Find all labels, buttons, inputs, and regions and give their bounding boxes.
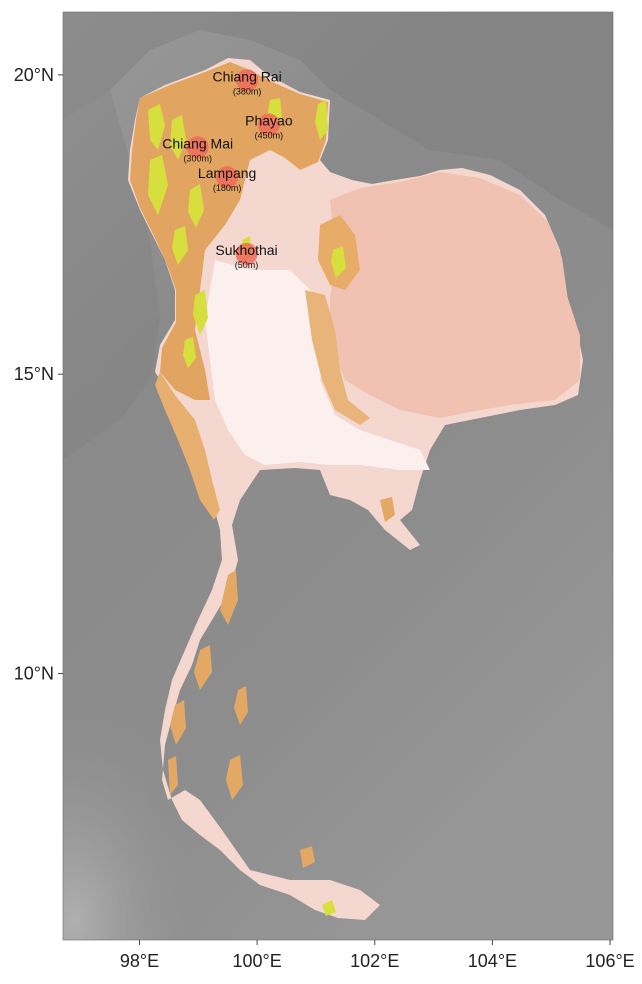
western-ranges: [155, 372, 220, 520]
y-tick-label: 15°N: [14, 364, 54, 384]
y-tick-label: 20°N: [14, 65, 54, 85]
plot-frame: [62, 11, 614, 941]
x-tick-label: 102°E: [350, 951, 399, 971]
x-tick-label: 100°E: [232, 951, 281, 971]
x-tick-label: 106°E: [585, 951, 634, 971]
city-elevation-label: (50m): [235, 260, 259, 270]
city-name-label: Lampang: [198, 165, 256, 181]
longitude-ticks: 98°E 100°E 102°E 104°E 106°E: [120, 940, 635, 971]
city-marker-dot: [235, 242, 258, 265]
city-marker-dot: [186, 136, 209, 159]
city-name-label: Chiang Mai: [162, 135, 233, 151]
x-tick-label: 98°E: [120, 951, 159, 971]
khorat-plateau: [330, 172, 580, 418]
y-tick-label: 10°N: [14, 664, 54, 684]
city-marker-dot: [216, 166, 239, 189]
latitude-ticks: 20°N 15°N 10°N: [14, 65, 63, 684]
x-tick-label: 104°E: [468, 951, 517, 971]
city-elevation-label: (450m): [255, 131, 284, 141]
city-elevation-label: (380m): [233, 86, 262, 96]
city-chiang-mai: Chiang Mai (300m): [162, 135, 233, 163]
city-name-label: Sukhothai: [215, 242, 277, 258]
city-marker-dot: [257, 113, 280, 136]
central-plain: [205, 260, 430, 470]
peninsula-ranges: [168, 497, 395, 868]
city-name-label: Chiang Rai: [212, 68, 281, 84]
city-chiang-rai: Chiang Rai (380m): [212, 68, 281, 96]
city-marker-dot: [236, 69, 259, 92]
phetchabun-range: [305, 290, 370, 425]
thailand-landmass: [128, 58, 583, 920]
city-lampang: Lampang (180m): [198, 165, 256, 193]
city-phayao: Phayao (450m): [245, 113, 293, 141]
city-sukhothai: Sukhothai (50m): [215, 242, 277, 270]
city-name-label: Phayao: [245, 113, 293, 129]
city-elevation-label: (300m): [183, 153, 212, 163]
city-markers: Chiang Rai (380m) Phayao (450m) Chiang Mai (3…: [162, 68, 293, 270]
city-elevation-label: (180m): [213, 183, 242, 193]
